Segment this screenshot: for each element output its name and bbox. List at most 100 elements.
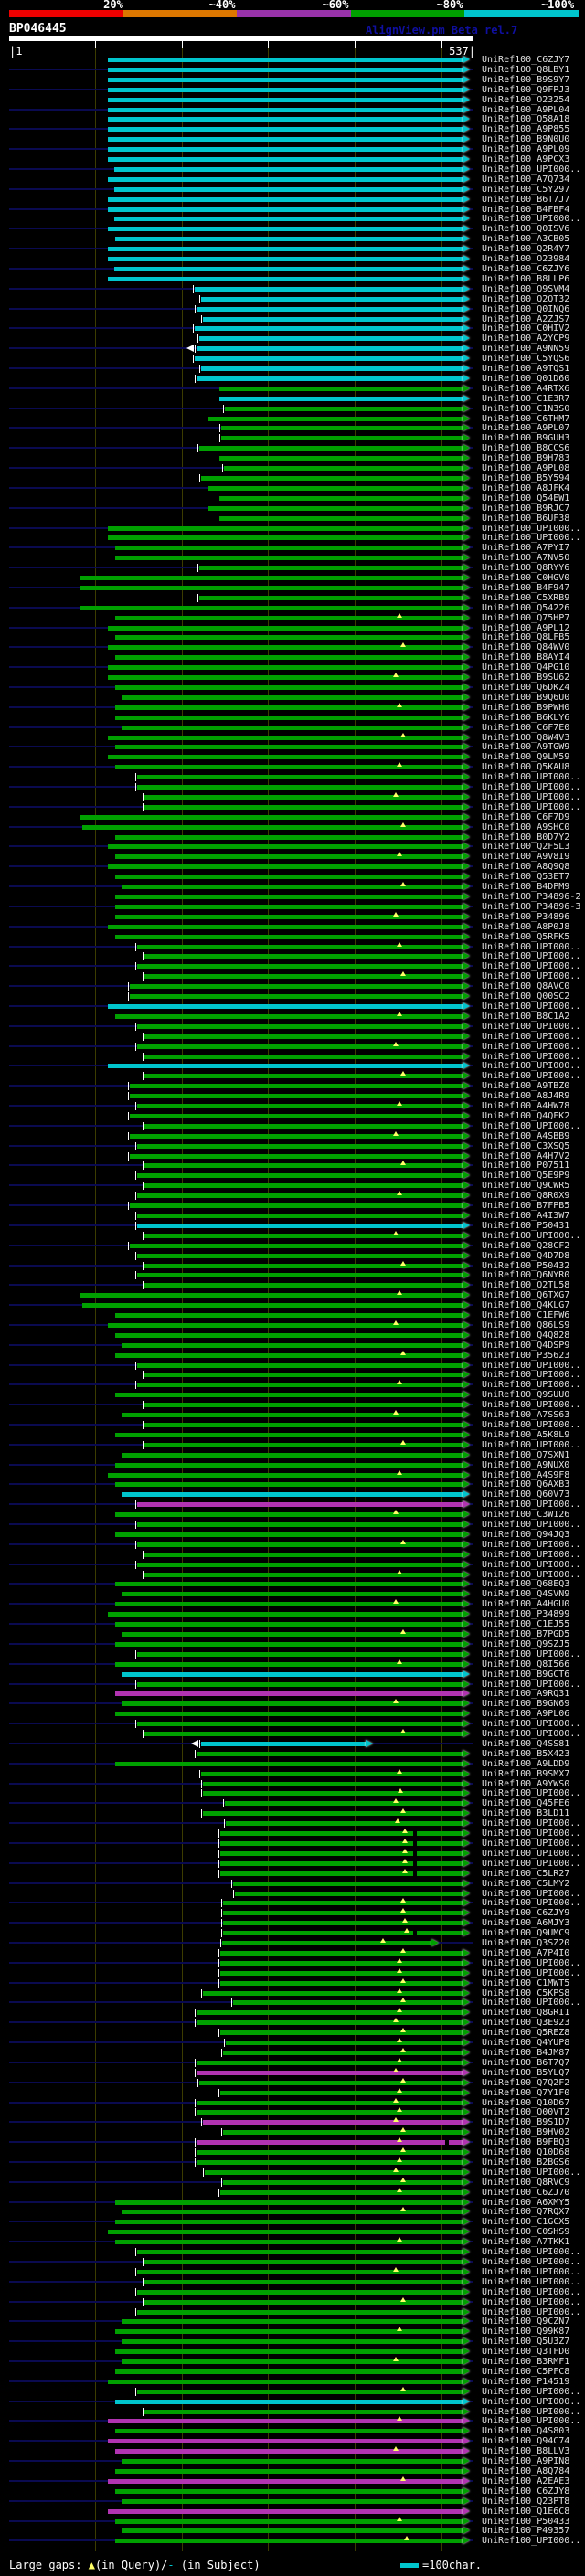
- hit-bar[interactable]: [137, 1722, 463, 1727]
- hit-label[interactable]: UniRef100_A9LDD9: [482, 1758, 570, 1769]
- hit-bar[interactable]: [122, 2528, 463, 2534]
- hit-label[interactable]: UniRef100_UPI000..: [482, 164, 581, 175]
- hit-label[interactable]: UniRef100_B4F947: [482, 582, 570, 593]
- hit-label[interactable]: UniRef100_A6XMY5: [482, 2197, 570, 2208]
- hit-label[interactable]: UniRef100_A9RQ31: [482, 1689, 570, 1700]
- hit-label[interactable]: UniRef100_A9TGW9: [482, 742, 570, 753]
- hit-bar[interactable]: [144, 974, 463, 980]
- hit-bar[interactable]: [221, 426, 463, 431]
- hit-label[interactable]: UniRef100_C6ZJY9: [482, 1908, 570, 1919]
- hit-bar[interactable]: [220, 1970, 463, 1976]
- hit-bar[interactable]: [137, 2250, 463, 2255]
- hit-bar[interactable]: [220, 1871, 463, 1876]
- hit-bar[interactable]: [108, 535, 463, 541]
- hit-label[interactable]: UniRef100_Q4SVN9: [482, 1589, 570, 1600]
- hit-bar[interactable]: [115, 1712, 463, 1717]
- hit-label[interactable]: UniRef100_B9SMX7: [482, 1768, 570, 1779]
- hit-bar[interactable]: [203, 1791, 463, 1797]
- hit-label[interactable]: UniRef100_Q8I566: [482, 1659, 570, 1670]
- hit-bar[interactable]: [144, 2409, 463, 2414]
- hit-bar[interactable]: [144, 804, 463, 810]
- hit-label[interactable]: UniRef100_UPI000..: [482, 1788, 581, 1799]
- hit-bar[interactable]: [203, 1781, 463, 1786]
- hit-bar[interactable]: [115, 635, 463, 641]
- hit-label[interactable]: UniRef100_C5LMY2: [482, 1878, 570, 1889]
- hit-bar[interactable]: [108, 665, 463, 671]
- hit-label[interactable]: UniRef100_B9HV02: [482, 2127, 570, 2138]
- hit-label[interactable]: UniRef100_UPI000..: [482, 2536, 581, 2547]
- hit-label[interactable]: UniRef100_UPI000..: [482, 1520, 581, 1531]
- hit-label[interactable]: UniRef100_UPI000..: [482, 1858, 581, 1869]
- hit-bar[interactable]: [115, 2329, 463, 2335]
- hit-label[interactable]: UniRef100_UPI000..: [482, 1679, 581, 1690]
- hit-bar[interactable]: [108, 247, 463, 252]
- hit-label[interactable]: UniRef100_UPI000..: [482, 533, 581, 544]
- hit-label[interactable]: UniRef100_P14519: [482, 2376, 570, 2387]
- hit-label[interactable]: UniRef100_Q2QT32: [482, 293, 570, 304]
- hit-bar[interactable]: [144, 1163, 463, 1169]
- hit-bar[interactable]: [203, 1811, 463, 1817]
- hit-label[interactable]: UniRef100_A8JFK4: [482, 482, 570, 493]
- hit-bar[interactable]: [115, 1332, 463, 1338]
- hit-bar[interactable]: [197, 306, 463, 312]
- hit-label[interactable]: UniRef100_Q94JQ3: [482, 1529, 570, 1540]
- hit-bar[interactable]: [130, 1203, 463, 1209]
- hit-label[interactable]: UniRef100_UPI000..: [482, 1539, 581, 1550]
- hit-label[interactable]: UniRef100_C6F7D9: [482, 811, 570, 822]
- hit-label[interactable]: UniRef100_UPI000..: [482, 2247, 581, 2258]
- hit-label[interactable]: UniRef100_A6MJY3: [482, 1918, 570, 1929]
- hit-bar[interactable]: [114, 166, 463, 172]
- hit-label[interactable]: UniRef100_Q45FE6: [482, 1798, 570, 1809]
- hit-bar[interactable]: [108, 157, 463, 163]
- hit-bar[interactable]: [225, 406, 463, 411]
- hit-bar[interactable]: [224, 466, 463, 472]
- hit-label[interactable]: UniRef100_B7PGD5: [482, 1628, 570, 1639]
- hit-label[interactable]: UniRef100_Q4QFK2: [482, 1110, 570, 1121]
- hit-bar[interactable]: [108, 67, 463, 72]
- hit-label[interactable]: UniRef100_UPI000..: [482, 961, 581, 972]
- hit-bar[interactable]: [108, 755, 463, 760]
- hit-label[interactable]: UniRef100_B4JM87: [482, 2048, 570, 2058]
- hit-label[interactable]: UniRef100_Q7SXN1: [482, 1449, 570, 1460]
- hit-label[interactable]: UniRef100_Q53ET7: [482, 872, 570, 883]
- hit-bar[interactable]: [114, 186, 463, 192]
- hit-bar[interactable]: [219, 396, 463, 401]
- hit-label[interactable]: UniRef100_A5K8L9: [482, 1429, 570, 1440]
- hit-label[interactable]: UniRef100_A7P4I0: [482, 1947, 570, 1958]
- hit-bar[interactable]: [115, 1432, 463, 1437]
- hit-bar[interactable]: [137, 1253, 463, 1258]
- hit-bar[interactable]: [144, 1422, 463, 1427]
- hit-bar[interactable]: [137, 2289, 463, 2295]
- hit-bar[interactable]: [115, 2220, 463, 2225]
- hit-label[interactable]: UniRef100_UPI000..: [482, 1719, 581, 1730]
- hit-bar[interactable]: [226, 1821, 463, 1827]
- hit-label[interactable]: UniRef100_O23984: [482, 254, 570, 265]
- hit-bar[interactable]: [144, 954, 463, 959]
- hit-bar[interactable]: [223, 1901, 463, 1906]
- hit-label[interactable]: UniRef100_UPI000..: [482, 782, 581, 793]
- hit-bar[interactable]: [137, 2269, 463, 2274]
- hit-bar[interactable]: [220, 1950, 463, 1956]
- hit-bar[interactable]: [114, 267, 463, 271]
- hit-bar[interactable]: [82, 1303, 463, 1309]
- hit-label[interactable]: UniRef100_Q9UMC9: [482, 1928, 570, 1939]
- hit-label[interactable]: UniRef100_UPI000..: [482, 1400, 581, 1411]
- hit-bar[interactable]: [108, 87, 463, 92]
- hit-bar[interactable]: [197, 2010, 463, 2016]
- hit-bar[interactable]: [197, 2140, 463, 2146]
- hit-bar[interactable]: [115, 1313, 463, 1319]
- hit-bar[interactable]: [137, 1143, 463, 1149]
- hit-bar[interactable]: [130, 1153, 463, 1159]
- hit-label[interactable]: UniRef100_UPI000..: [482, 801, 581, 812]
- hit-bar[interactable]: [201, 1771, 463, 1776]
- hit-bar[interactable]: [199, 336, 463, 342]
- hit-label[interactable]: UniRef100_A7Q734: [482, 174, 570, 185]
- hit-bar[interactable]: [130, 984, 463, 990]
- hit-bar[interactable]: [195, 356, 463, 362]
- hit-label[interactable]: UniRef100_Q23PT8: [482, 2496, 570, 2507]
- hit-bar[interactable]: [144, 2299, 463, 2305]
- hit-bar[interactable]: [137, 944, 463, 949]
- hit-bar[interactable]: [115, 875, 463, 880]
- hit-bar[interactable]: [225, 1801, 463, 1807]
- hit-bar[interactable]: [220, 2090, 463, 2095]
